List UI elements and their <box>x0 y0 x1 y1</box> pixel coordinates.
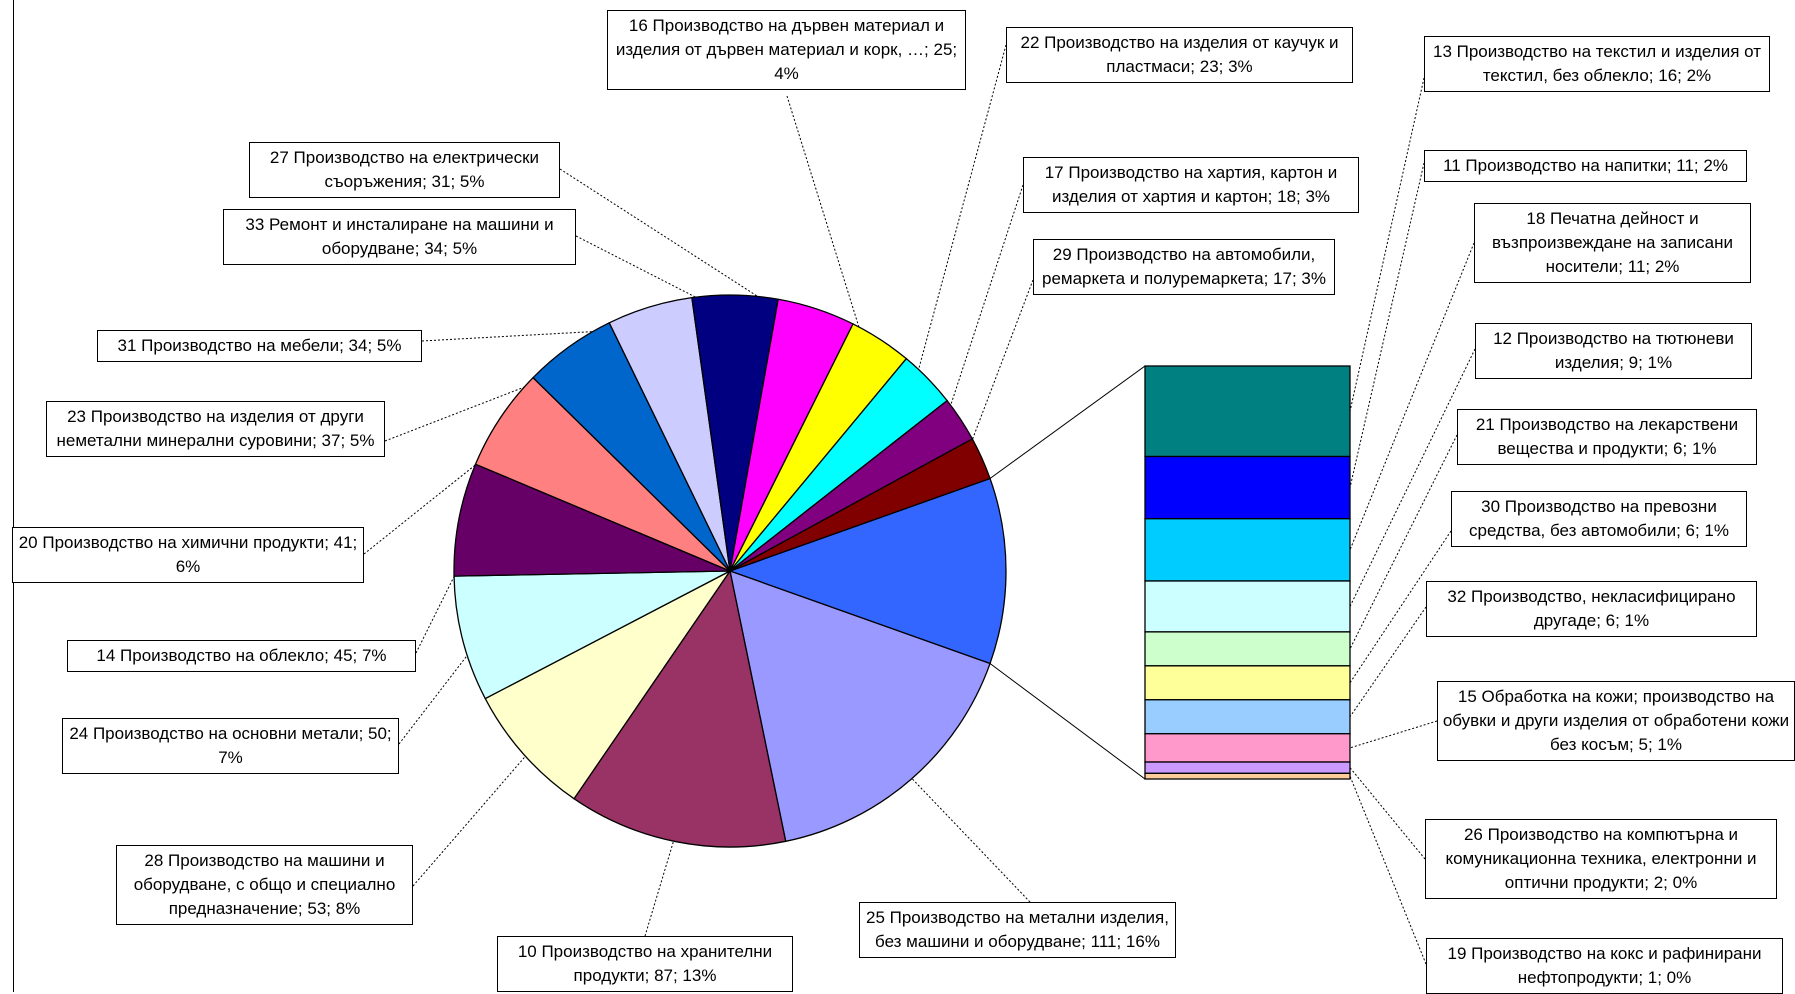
label-31: 31 Производство на мебели; 34; 5% <box>97 330 422 362</box>
leader-line-19 <box>1349 775 1427 965</box>
leader-line-26 <box>1349 767 1426 860</box>
bar-segment-12 <box>1144 580 1351 633</box>
connector-top <box>989 365 1146 479</box>
leader-line-29 <box>961 279 1034 468</box>
leader-line-31 <box>421 327 657 342</box>
pie-slice-14 <box>453 463 731 577</box>
bar-segment-19 <box>1144 772 1351 780</box>
label-12: 12 Производство на тютюневи изделия; 9; … <box>1475 323 1752 379</box>
label-11: 11 Производство на напитки; 11; 2% <box>1424 150 1747 182</box>
leader-line-32 <box>1349 606 1427 718</box>
label-27: 27 Производство на електрически съоръжен… <box>249 142 560 198</box>
leader-line-13 <box>1349 77 1425 412</box>
leader-line-22 <box>911 44 1007 395</box>
label-19: 19 Производство на кокс и рафинирани неф… <box>1426 938 1783 994</box>
label-25: 25 Производство на метални изделия, без … <box>859 902 1176 958</box>
leader-line-11 <box>1349 162 1425 488</box>
label-23: 23 Производство на изделия от други неме… <box>46 401 385 457</box>
bar-segment-11 <box>1144 455 1351 520</box>
leader-line-15 <box>1349 720 1438 749</box>
label-30: 30 Производство на превозни средства, бе… <box>1451 491 1747 547</box>
pie-slice-28 <box>484 570 731 800</box>
bar-segment-32 <box>1144 699 1351 735</box>
label-33: 33 Ремонт и инсталиране на машини и обор… <box>223 209 576 265</box>
label-26: 26 Производство на компютърна и комуника… <box>1425 819 1777 899</box>
label-14: 14 Производство на облекло; 45; 7% <box>67 640 416 672</box>
leader-line-25 <box>896 762 1031 903</box>
leader-line-17 <box>941 184 1024 432</box>
chart-frame-left-edge <box>13 0 14 992</box>
label-22: 22 Производство на изделия от каучук и п… <box>1006 27 1353 83</box>
leader-line-18 <box>1349 242 1475 551</box>
label-15: 15 Обработка на кожи; производство на об… <box>1437 681 1795 761</box>
label-10: 10 Производство на хранителни продукти; … <box>497 936 793 992</box>
pie-slice-other <box>728 477 1007 665</box>
leader-line-28 <box>412 739 541 887</box>
pie-slice-24 <box>453 570 731 700</box>
leader-line-12 <box>1349 348 1476 607</box>
bar-segment-13 <box>1144 365 1351 458</box>
pie-slice-10 <box>573 569 787 848</box>
bar-segment-15 <box>1144 733 1351 763</box>
label-29: 29 Производство на автомобили, ремаркета… <box>1033 239 1335 295</box>
bar-segment-21 <box>1144 631 1351 667</box>
bar-segment-18 <box>1144 518 1351 582</box>
leader-line-23 <box>384 364 582 442</box>
label-21: 21 Производство на лекарствени вещества … <box>1457 409 1757 465</box>
label-17: 17 Производство на хартия, картон и изде… <box>1023 157 1359 213</box>
label-16: 16 Производство на дървен материал и изд… <box>607 10 966 90</box>
label-13: 13 Производство на текстил и изделия от … <box>1424 36 1770 92</box>
label-20: 20 Производство на химични продукти; 41;… <box>12 527 364 583</box>
label-24: 24 Производство на основни метали; 50; 7… <box>62 718 399 774</box>
label-28: 28 Производство на машини и оборудване, … <box>116 845 413 925</box>
pie-to-bar-connectors <box>989 365 1146 780</box>
label-18: 18 Печатна дейност и възпроизвеждане на … <box>1474 203 1751 283</box>
bar-segment-26 <box>1144 761 1351 774</box>
main-pie <box>453 294 1007 848</box>
label-32: 32 Производство, некласифицирано другаде… <box>1426 581 1757 637</box>
leader-line-27 <box>559 168 810 331</box>
connector-bottom <box>989 663 1146 780</box>
leader-line-16 <box>786 95 870 359</box>
bar-segment-30 <box>1144 665 1351 701</box>
other-breakdown-bar <box>1144 365 1351 780</box>
pie-slice-25 <box>729 570 991 843</box>
